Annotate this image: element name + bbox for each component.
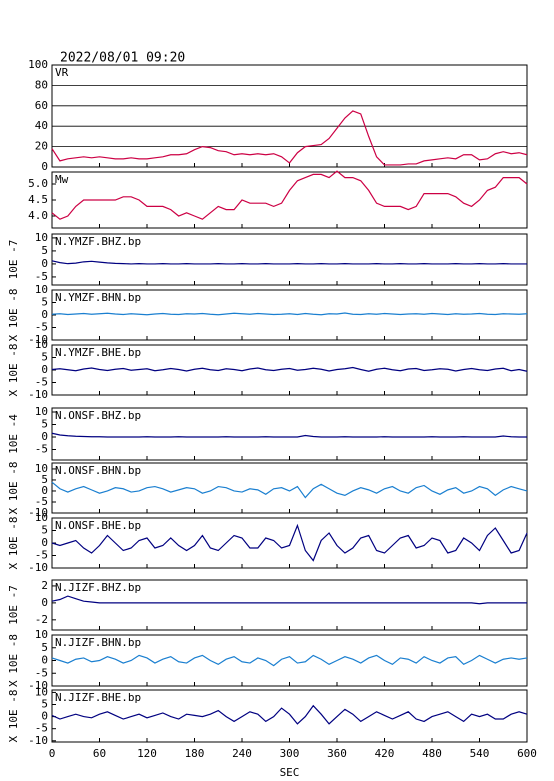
series-line [51,481,528,499]
y-tick-label: 0 [41,308,48,321]
y-axis-label: X 10E -8 [7,517,20,570]
x-tick-label: 300 [280,747,300,760]
series-line [51,110,528,166]
y-tick-label: 5 [41,524,48,537]
y-tick-label: -5 [35,376,48,389]
x-tick-label: 480 [422,747,442,760]
y-tick-label: -5 [35,666,48,679]
y-tick-label: 10 [35,685,48,698]
y-tick-label: 5.0 [28,177,48,190]
y-tick-label: 4.0 [28,209,48,222]
y-tick-label: 0 [41,710,48,723]
y-axis-label: X 10E -8 [7,634,20,687]
series-label: VR [55,66,69,79]
panel-frame [51,64,528,168]
y-tick-label: 100 [28,58,48,71]
x-tick-label: 240 [232,747,252,760]
y-tick-label: 10 [35,283,48,296]
series-line [51,312,528,316]
series-line [51,170,528,220]
series-label: N.YMZF.BHE.bp [55,346,141,359]
series-line [51,654,528,667]
x-tick-label: 540 [470,747,490,760]
y-tick-label: 80 [35,78,48,91]
y-tick-label: 0 [41,536,48,549]
y-tick-label: 4.5 [28,193,48,206]
series-line [51,704,528,725]
y-axis-label: X 10E -8 [7,462,20,515]
y-tick-label: 5 [41,418,48,431]
y-tick-label: 0 [41,596,48,609]
y-tick-label: 5 [41,698,48,711]
x-tick-label: 180 [185,747,205,760]
y-tick-label: 0 [41,484,48,497]
series-line [51,366,528,372]
y-tick-label: 10 [35,231,48,244]
panel-frame [51,171,528,229]
x-tick-label: 420 [375,747,395,760]
y-tick-label: 0 [41,257,48,270]
y-tick-label: 10 [35,338,48,351]
x-tick-label: 360 [327,747,347,760]
y-tick-label: 10 [35,462,48,475]
series-label: N.JIZF.BHN.bp [55,636,141,649]
y-tick-label: 0 [41,363,48,376]
y-tick-label: 60 [35,99,48,112]
series-label: Mw [55,173,69,186]
y-tick-label: -5 [35,495,48,508]
y-tick-label: -5 [35,549,48,562]
y-axis-label: 10E -7 [7,585,20,625]
chart-title: 2022/08/01 09:20 [60,51,185,66]
y-tick-label: -10 [28,333,48,346]
series-line [51,523,528,562]
y-tick-label: -2 [35,613,48,626]
y-tick-label: 20 [35,140,48,153]
x-axis-label: SEC [280,766,300,779]
y-tick-label: 5 [41,244,48,257]
series-label: N.JIZF.BHE.bp [55,691,141,704]
y-tick-label: -10 [28,506,48,519]
y-tick-label: 0 [41,430,48,443]
series-label: N.YMZF.BHN.bp [55,291,141,304]
series-label: N.ONSF.BHN.bp [55,464,141,477]
y-tick-label: 10 [35,628,48,641]
y-tick-label: 5 [41,296,48,309]
y-tick-label: -10 [28,561,48,574]
x-tick-label: 0 [49,747,56,760]
y-tick-label: 2 [41,579,48,592]
series-label: N.ONSF.BHE.bp [55,519,141,532]
series-line [51,595,527,605]
y-axis-label: 10E -7 [7,240,20,280]
y-tick-label: 40 [35,119,48,132]
series-line [51,432,527,438]
y-tick-label: -10 [28,388,48,401]
y-axis-label: X 10E -8 [7,344,20,397]
y-tick-label: 5 [41,641,48,654]
series-label: N.YMZF.BHZ.bp [55,235,141,248]
series-line [51,260,527,265]
y-tick-label: 10 [35,511,48,524]
y-tick-label: -5 [35,270,48,283]
y-tick-label: -5 [35,443,48,456]
x-tick-label: 60 [93,747,106,760]
y-tick-label: 5 [41,473,48,486]
x-tick-label: 600 [517,747,537,760]
y-tick-label: 0 [41,160,48,173]
y-tick-label: -10 [28,679,48,692]
y-axis-label: X 10E -8 [7,690,20,743]
y-axis-label: X 10E -8 [7,289,20,342]
y-tick-label: -5 [35,321,48,334]
y-tick-label: -10 [28,734,48,747]
series-label: N.JIZF.BHZ.bp [55,581,141,594]
y-tick-label: -5 [35,722,48,735]
x-tick-label: 120 [137,747,157,760]
y-tick-label: 10 [35,405,48,418]
series-label: N.ONSF.BHZ.bp [55,409,141,422]
y-tick-label: 5 [41,351,48,364]
y-tick-label: 0 [41,654,48,667]
y-axis-label: 10E -4 [7,414,20,454]
